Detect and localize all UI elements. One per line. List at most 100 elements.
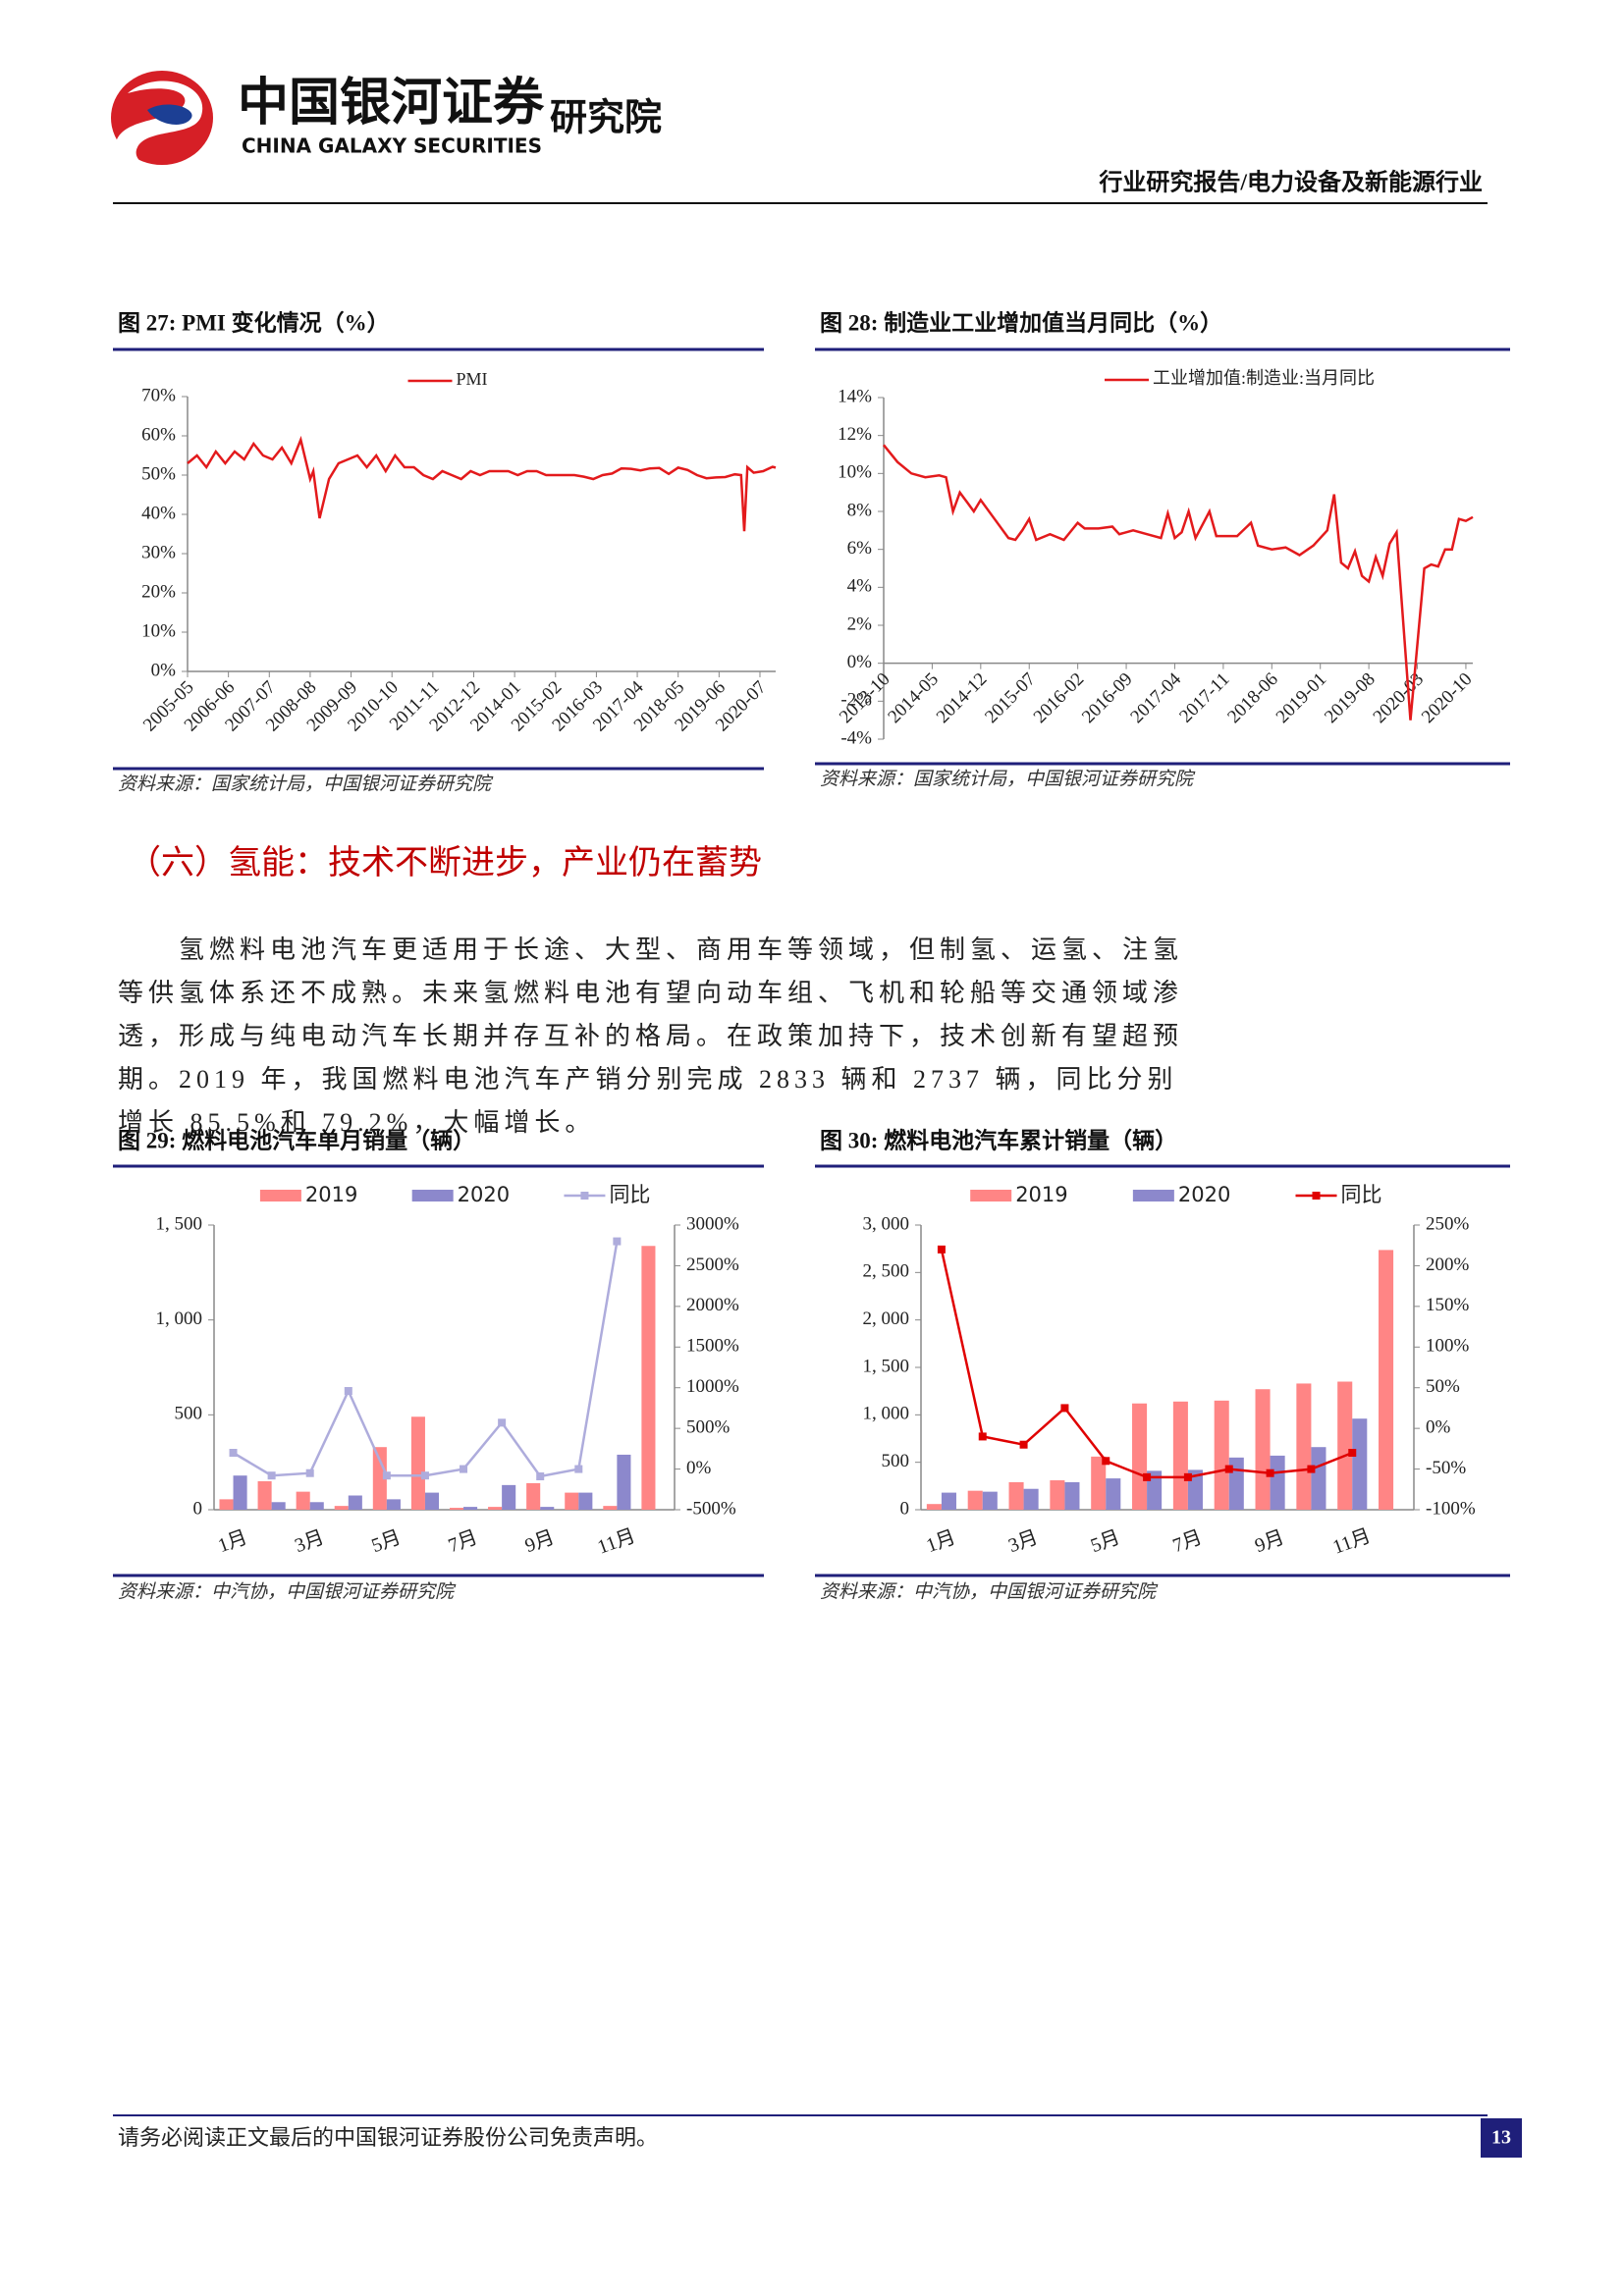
legend-label: 工业增加值:制造业:当月同比 [1153,368,1375,388]
y2-tick-label: 0% [1426,1417,1451,1438]
y-tick-label: 1, 000 [863,1404,910,1424]
section-heading: （六）氢能：技术不断进步，产业仍在蓄势 [128,844,762,881]
bar [565,1492,579,1510]
y-tick-label: 40% [141,503,176,523]
line-marker [978,1432,987,1441]
x-tick-label: 3月 [1005,1526,1041,1557]
logo-swirl [115,80,203,176]
x-tick-label: 5月 [1088,1526,1123,1557]
bar [1255,1389,1271,1510]
y-tick-label: 1, 500 [863,1356,910,1376]
x-tick-label: 2015-07 [981,668,1040,727]
legend-label: 2019 [1015,1183,1067,1206]
y2-tick-label: 150% [1426,1295,1470,1315]
chart: 图 28: 制造业工业增加值当月同比（%） 资料来源：国家统计局，中国银河证券研究… [815,309,1510,789]
bar [1091,1456,1107,1510]
line-marker [420,1471,429,1480]
legend-label: 2019 [305,1183,357,1206]
bar [1106,1478,1121,1510]
logo-swirl-blue [147,104,192,125]
line-marker [1102,1457,1110,1466]
y-tick-label: 10% [838,462,872,483]
logo-text: 中国银河证券 [238,74,545,133]
y2-tick-label: 100% [1426,1336,1470,1357]
bar [386,1499,401,1510]
report-type: 行业研究报告/电力设备及新能源行业 [1098,169,1483,196]
logo-institute: 研究院 [550,96,662,139]
bar [1064,1481,1080,1510]
legend-marker [580,1192,589,1200]
legend-marker [1312,1192,1321,1200]
chart-title: 图 28: 制造业工业增加值当月同比（%） [820,309,1222,335]
bar [540,1507,555,1510]
y-tick-label: 500 [175,1404,203,1424]
bar [410,1416,425,1510]
y-tick-label: 70% [141,385,176,405]
bar [1172,1401,1188,1510]
bar [233,1475,247,1510]
y-tick-label: 0 [900,1498,910,1519]
y-tick-label: 1, 000 [156,1308,203,1329]
y2-tick-label: 1500% [686,1336,739,1357]
y2-tick-label: -50% [1426,1458,1466,1478]
bar [1214,1400,1229,1510]
y2-tick-label: 0% [686,1458,712,1478]
bar [309,1502,324,1510]
data-line [940,1249,1353,1479]
legend-swatch [970,1190,1012,1201]
y2-tick-label: 3000% [686,1213,739,1234]
line-marker [1307,1465,1316,1473]
y2-tick-label: -100% [1426,1498,1476,1519]
data-line [883,444,1474,721]
y-tick-label: 14% [838,386,872,406]
x-tick-label: 1月 [215,1526,250,1557]
legend-label: PMI [457,369,488,389]
line-marker [305,1468,314,1477]
bar [1270,1455,1285,1510]
y2-tick-label: 500% [686,1417,731,1438]
y-tick-label: 500 [882,1451,910,1471]
y2-tick-label: 50% [1426,1376,1460,1397]
x-tick-label: 11月 [1330,1525,1374,1559]
y-tick-label: 0% [151,660,177,680]
x-tick-label: 9月 [522,1526,558,1557]
line-marker [229,1449,238,1457]
y-tick-label: 2, 500 [863,1261,910,1282]
legend-label: 同比 [1341,1183,1382,1206]
y-tick-label: 6% [847,538,873,559]
bar [641,1246,656,1510]
data-line [187,435,777,532]
bar [617,1454,631,1510]
bar [271,1502,286,1510]
line-marker [574,1465,583,1473]
x-tick-label: 2017-11 [1175,668,1233,726]
line-marker [1183,1472,1192,1481]
legend-swatch [411,1190,454,1201]
logo: 中国银河证券 CHINA GALAXY SECURITIES 研究院 [111,71,662,176]
x-tick-label: 2017-04 [1126,668,1185,727]
y-tick-label: 50% [141,463,176,484]
bar [296,1491,310,1510]
y-tick-label: -4% [840,727,872,748]
bar [348,1495,362,1510]
x-tick-label: 2018-06 [1223,668,1282,727]
bar [257,1481,272,1510]
y-tick-label: 2% [847,614,873,634]
bar [1337,1381,1353,1510]
bar [1008,1481,1024,1510]
chart-source: 资料来源：中汽协，中国银河证券研究院 [820,1580,1159,1602]
x-tick-label: 7月 [446,1526,481,1557]
bar [1311,1447,1326,1510]
line-marker [1266,1468,1274,1477]
line-marker [536,1472,545,1481]
legend-label: 同比 [609,1183,650,1206]
page-number-box [1481,2118,1522,2158]
legend-swatch [1132,1190,1174,1201]
line-marker [498,1418,507,1427]
bar [1132,1403,1148,1510]
footer-note: 请务必阅读正文最后的中国银河证券股份公司免责声明。 [118,2125,658,2150]
x-tick-label: 2016-02 [1030,668,1089,727]
line-marker [1348,1449,1357,1457]
